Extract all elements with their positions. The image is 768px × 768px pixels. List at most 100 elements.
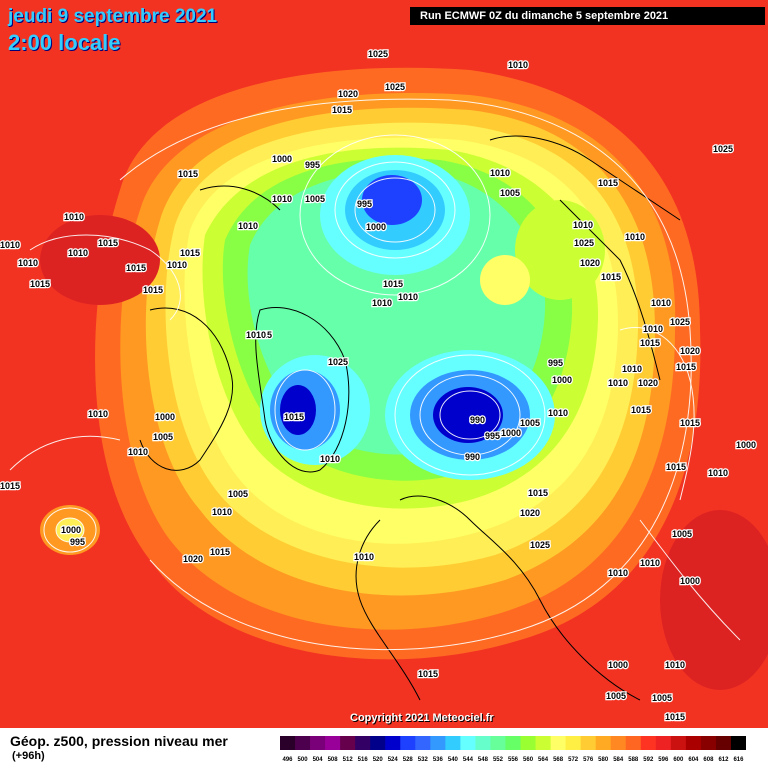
lead-time: (+96h): [12, 750, 45, 762]
legend-label: 552: [493, 757, 504, 763]
isobar-label: 995: [548, 358, 563, 368]
legend-label: 604: [688, 757, 699, 763]
legend-label: 608: [703, 757, 714, 763]
isobar-label: 1010: [88, 409, 108, 419]
legend-label: 560: [523, 757, 534, 763]
legend-swatch: [640, 736, 657, 750]
isobar-label: 1020: [183, 554, 203, 564]
legend-swatch: [295, 736, 311, 750]
isobar-label: 1015: [676, 362, 696, 372]
isobar-label: 1025: [368, 49, 388, 59]
z500-map: 1025 1010 1025 1020 1015 1000 995 1010 1…: [0, 0, 768, 728]
legend-label: 592: [643, 757, 654, 763]
legend-swatch: [565, 736, 582, 750]
isobar-label: 1010: [354, 552, 374, 562]
legend-label: 556: [508, 757, 519, 763]
isobar-label: 1010: [18, 258, 38, 268]
legend-swatch: [340, 736, 356, 750]
legend-swatch: [280, 736, 296, 750]
isobar-label: 1005: [652, 693, 672, 703]
legend-label: 588: [628, 757, 639, 763]
legend-label: 544: [463, 757, 474, 763]
isobar-label: 1015: [418, 669, 438, 679]
isobar-label: 1015: [680, 418, 700, 428]
legend-swatch: [670, 736, 687, 750]
copyright-notice: Copyright 2021 Meteociel.fr: [350, 712, 494, 724]
isobar-label: 1015: [98, 238, 118, 248]
isobar-label: 1025: [713, 144, 733, 154]
legend-swatch: [580, 736, 597, 750]
isobar-label: 1000: [736, 440, 756, 450]
isobar-label: 1005: [520, 418, 540, 428]
legend-label: 496: [283, 757, 294, 763]
isobar-label: 1015: [30, 279, 50, 289]
isobar-label: 1020: [338, 89, 358, 99]
isobar-label: 1015: [665, 712, 685, 722]
field-caption: Géop. z500, pression niveau mer: [10, 733, 228, 749]
legend-swatch: [475, 736, 491, 750]
isobar-label: 1025: [385, 82, 405, 92]
isobar-label: 1010: [128, 447, 148, 457]
warm-pocket-east: [660, 510, 768, 690]
legend-swatch: [430, 736, 446, 750]
isobar-label: 1010: [608, 568, 628, 578]
legend-swatch: [655, 736, 672, 750]
legend-swatch: [625, 736, 642, 750]
isobar-label: 990: [470, 415, 485, 425]
isobar-label: 1010: [238, 221, 258, 231]
isobar-label: 1015: [598, 178, 618, 188]
isobar-label: 1000: [501, 428, 521, 438]
isobar-label: 1025: [670, 317, 690, 327]
legend-label: 520: [373, 757, 384, 763]
isobar-label: 990: [465, 452, 480, 462]
legend-label: 616: [733, 757, 744, 763]
isobar-label: 1015: [126, 263, 146, 273]
isobar-label: 1000: [680, 576, 700, 586]
isobar-label: 1020: [520, 508, 540, 518]
legend-label: 548: [478, 757, 489, 763]
model-run-label: Run ECMWF 0Z du dimanche 5 septembre 202…: [410, 7, 765, 25]
isobar-label: 1010: [625, 232, 645, 242]
isobar-label: 1010: [320, 454, 340, 464]
isobar-label: 1015: [601, 272, 621, 282]
legend-label: 612: [718, 757, 729, 763]
isobar-label: 1010: [548, 408, 568, 418]
isobar-label: 1010: [640, 558, 660, 568]
isobar-label: 1015: [252, 330, 272, 340]
legend-swatch: [520, 736, 537, 750]
legend-swatch: [505, 736, 522, 750]
legend-swatch: [370, 736, 386, 750]
low-scandinavia-inner: [433, 387, 503, 443]
warm-pocket-west: [40, 215, 160, 305]
isobar-label: 1015: [210, 547, 230, 557]
isobar-label: 1005: [153, 432, 173, 442]
isobar-label: 1015: [528, 488, 548, 498]
isobar-label: 1010: [398, 292, 418, 302]
isobar-label: 1010: [64, 212, 84, 222]
ridge-central: [480, 255, 530, 305]
legend-label: 568: [553, 757, 564, 763]
legend-swatch: [550, 736, 567, 750]
legend-label: 596: [658, 757, 669, 763]
isobar-label: 1020: [638, 378, 658, 388]
isobar-label: 1000: [155, 412, 175, 422]
legend-swatch: [310, 736, 326, 750]
isobar-label: 1015: [640, 338, 660, 348]
isobar-label: 1005: [500, 188, 520, 198]
isobar-label: 1010: [608, 378, 628, 388]
isobar-label: 1025: [530, 540, 550, 550]
cold-pocket-sw-inner: [56, 518, 84, 542]
isobar-label: 1015: [178, 169, 198, 179]
isobar-label: 1010: [372, 298, 392, 308]
isobar-lines: [9, 98, 741, 651]
forecast-date: jeudi 9 septembre 2021: [8, 6, 218, 27]
isobar-label: 1010: [665, 660, 685, 670]
legend-swatch: [595, 736, 612, 750]
isobar-label: 1015: [0, 481, 20, 491]
isobar-label: 1015: [332, 105, 352, 115]
legend-swatch: [490, 736, 506, 750]
legend-label: 600: [673, 757, 684, 763]
isobar-label: 1010: [0, 240, 20, 250]
color-scale-legend: 496 500 504 508 512 516 520 524 528 532 536 540 544 5…: [280, 736, 746, 763]
